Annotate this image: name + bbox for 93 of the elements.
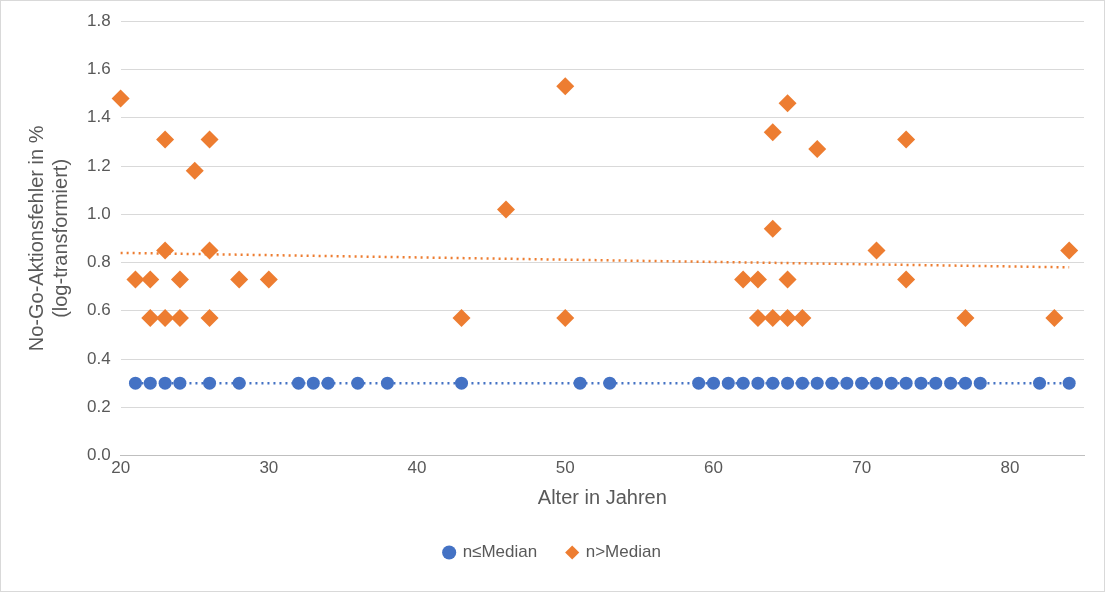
point: [778, 94, 797, 113]
point: [956, 309, 975, 328]
point: [781, 376, 795, 390]
point: [200, 309, 219, 328]
point: [143, 376, 157, 390]
point: [897, 130, 916, 149]
point: [603, 376, 617, 390]
point: [914, 376, 928, 390]
y-tick-label: 1.0: [86, 203, 111, 223]
point: [573, 376, 587, 390]
point: [170, 309, 189, 328]
point: [855, 376, 869, 390]
y-tick-label: 0.8: [86, 252, 111, 272]
point: [1033, 376, 1047, 390]
point: [766, 376, 780, 390]
point: [929, 376, 943, 390]
y-tick-label: 1.6: [86, 59, 111, 79]
point: [692, 376, 706, 390]
point: [763, 123, 782, 142]
point: [111, 89, 130, 108]
point: [1045, 309, 1064, 328]
point: [793, 309, 812, 328]
point: [306, 376, 320, 390]
point: [230, 270, 249, 289]
x-tick-label: 60: [704, 458, 723, 478]
x-tick-label: 40: [407, 458, 427, 478]
point: [158, 376, 172, 390]
y-tick-label: 1.2: [86, 155, 111, 175]
x-tick-label: 70: [852, 458, 872, 478]
point: [736, 376, 750, 390]
point: [556, 309, 575, 328]
point: [156, 241, 175, 260]
point: [351, 376, 365, 390]
point: [973, 376, 987, 390]
point: [734, 270, 753, 289]
point: [778, 309, 797, 328]
point: [203, 376, 217, 390]
y-tick-label: 1.4: [86, 107, 111, 127]
point: [870, 376, 884, 390]
point: [321, 376, 335, 390]
x-tick-label: 20: [111, 458, 131, 478]
legend-label: n>Median: [585, 542, 661, 562]
point: [170, 270, 189, 289]
point: [721, 376, 735, 390]
point: [884, 376, 898, 390]
point: [200, 241, 219, 260]
point: [128, 376, 142, 390]
point: [706, 376, 720, 390]
point: [840, 376, 854, 390]
point: [232, 376, 246, 390]
point: [897, 270, 916, 289]
point: [1062, 376, 1076, 390]
point: [751, 376, 765, 390]
point: [156, 309, 175, 328]
point: [455, 376, 469, 390]
point: [778, 270, 797, 289]
x-tick-label: 50: [555, 458, 575, 478]
point: [944, 376, 958, 390]
point: [958, 376, 972, 390]
point: [1060, 241, 1079, 260]
point: [556, 77, 575, 96]
point: [748, 309, 767, 328]
point: [496, 200, 515, 219]
point: [173, 376, 187, 390]
point: [810, 376, 824, 390]
point: [126, 270, 145, 289]
point: [899, 376, 913, 390]
y-tick-label: 0.2: [86, 397, 111, 417]
y-tick-label: 0.0: [86, 445, 111, 465]
point: [380, 376, 394, 390]
point: [748, 270, 767, 289]
point: [808, 140, 827, 159]
point: [141, 309, 160, 328]
point: [259, 270, 278, 289]
x-tick-label: 30: [259, 458, 279, 478]
point: [452, 309, 471, 328]
x-tick-label: 80: [1000, 458, 1020, 478]
x-axis-title: Alter in Jahren: [537, 485, 667, 508]
point: [185, 161, 204, 180]
y-tick-label: 1.8: [86, 10, 111, 30]
y-tick-label: 0.6: [86, 300, 111, 320]
point: [200, 130, 219, 149]
point: [291, 376, 305, 390]
point: [141, 270, 160, 289]
y-tick-label: 0.4: [86, 348, 111, 368]
point: [825, 376, 839, 390]
legend-label: n≤Median: [462, 542, 538, 562]
point: [867, 241, 886, 260]
point: [763, 309, 782, 328]
y-axis-title: No-Go-Aktionsfehler in % (log-transformiert): [24, 125, 71, 352]
point: [763, 219, 782, 238]
point: [156, 130, 175, 149]
point: [795, 376, 809, 390]
